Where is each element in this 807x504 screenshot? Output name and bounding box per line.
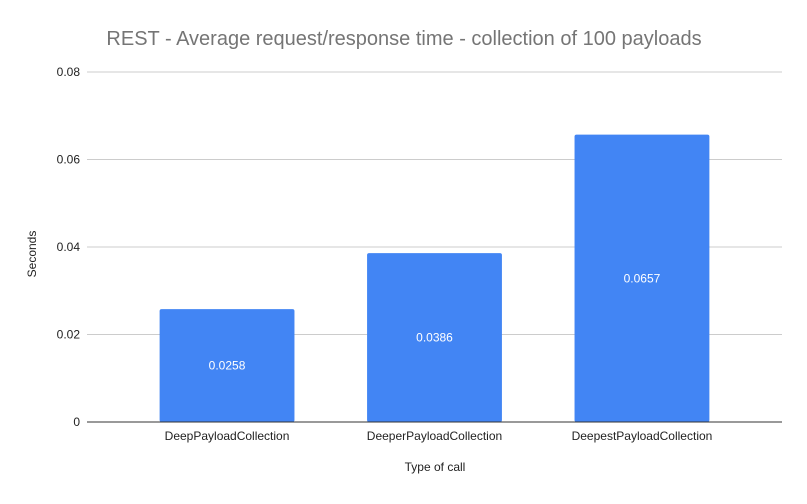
x-tick-label: DeeperPayloadCollection [367,429,502,443]
chart-title: REST - Average request/response time - c… [106,28,701,50]
bar [159,309,295,422]
y-tick-label: 0.02 [57,328,81,342]
bar-data-label: 0.0386 [416,331,453,345]
bars: 0.0258 0.0386 0.0657 [159,134,710,422]
x-tick-label: DeepestPayloadCollection [572,429,713,443]
y-tick-label: 0 [73,415,80,429]
bar [367,253,502,422]
y-axis-ticks: 0 0.02 0.04 0.06 0.08 [57,65,81,429]
bar-data-label: 0.0258 [209,359,246,373]
y-tick-label: 0.04 [57,240,81,254]
x-tick-label: DeepPayloadCollection [165,429,290,443]
x-axis-label: Type of call [405,460,466,474]
y-tick-label: 0.08 [57,65,81,79]
bar-data-label: 0.0657 [624,271,661,285]
y-tick-label: 0.06 [57,153,81,167]
x-axis-ticks: DeepPayloadCollection DeeperPayloadCollec… [165,429,713,443]
y-axis-label: Seconds [25,231,39,278]
bar [574,134,710,422]
